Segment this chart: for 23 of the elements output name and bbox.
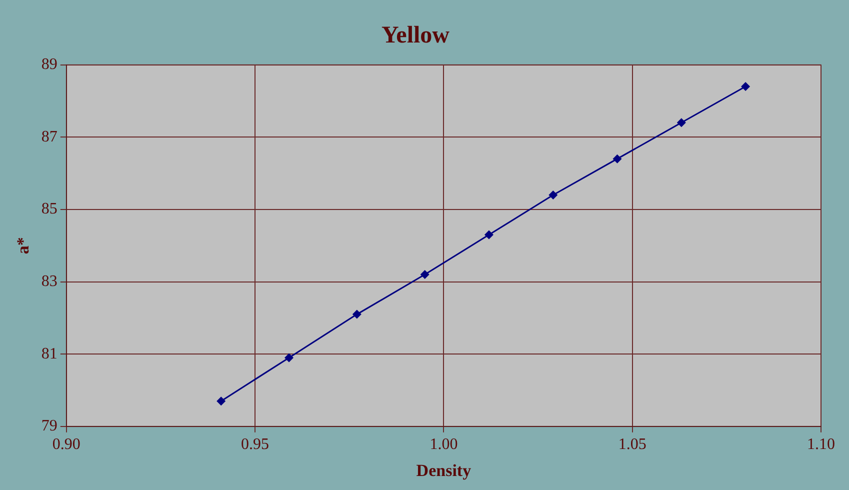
y-tick-label: 79 — [41, 418, 58, 435]
point — [352, 310, 362, 319]
point — [612, 154, 622, 164]
x-tick-label: 0.90 — [52, 436, 80, 454]
point — [284, 353, 294, 362]
x-axis-title: Density — [416, 461, 472, 480]
x-tick-label: 1.10 — [807, 436, 835, 454]
x-tick-label: 0.95 — [241, 436, 270, 454]
x-tick-label: 1.05 — [618, 436, 646, 454]
x-tick-label: 1.00 — [430, 436, 458, 454]
chart-title: Yellow — [382, 22, 450, 49]
y-tick-label: 81 — [41, 345, 58, 362]
y-axis-title: a* — [14, 237, 33, 254]
point — [484, 230, 494, 240]
y-tick-label: 85 — [41, 200, 58, 218]
point — [420, 270, 430, 280]
point — [741, 82, 750, 91]
y-tick-label: 87 — [41, 128, 58, 146]
point — [216, 396, 226, 406]
point — [548, 190, 558, 200]
y-tick-label: 89 — [41, 56, 58, 74]
y-tick-label: 83 — [41, 272, 58, 290]
point — [676, 118, 686, 128]
